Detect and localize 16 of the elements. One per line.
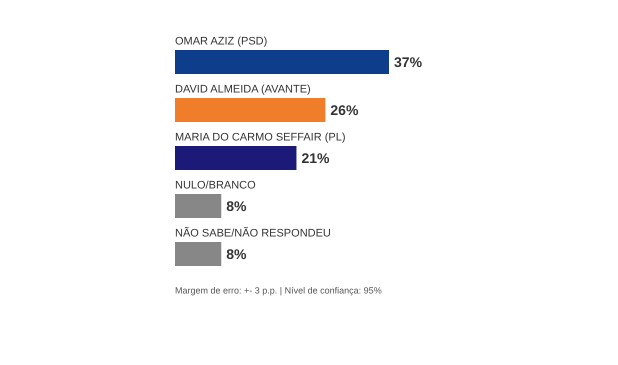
y-tick-label: NULO/BRANCO — [175, 180, 256, 192]
y-tick-label: DAVID ALMEIDA (AVANTE) — [175, 84, 311, 96]
y-tick-label: OMAR AZIZ (PSD) — [175, 36, 268, 48]
data-label: 8% — [226, 198, 248, 214]
bar — [175, 242, 222, 266]
bar — [175, 50, 389, 74]
data-label: 37% — [394, 54, 423, 70]
data-label: 8% — [226, 246, 248, 262]
bar — [175, 146, 296, 170]
bar — [175, 98, 326, 122]
y-tick-label: MARIA DO CARMO SEFFAIR (PL) — [175, 132, 346, 144]
text: Margem de erro: +- 3 p.p. | Nível de confiança: 95% — [175, 286, 382, 296]
y-tick-label: NÃO SABE/NÃO RESPONDEU — [175, 226, 331, 240]
data-label: 26% — [330, 102, 359, 118]
data-label: 21% — [301, 150, 330, 166]
bar — [175, 194, 222, 218]
